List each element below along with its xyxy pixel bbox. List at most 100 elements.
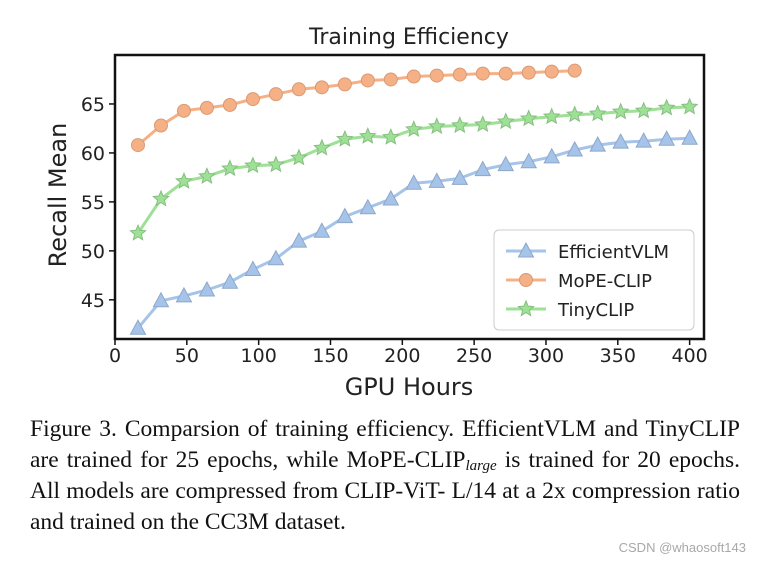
data-point-tinyclip <box>611 102 630 120</box>
x-tick-label: 300 <box>528 345 564 367</box>
watermark: CSDN @whaosoft143 <box>618 540 746 555</box>
series-efficientvlm <box>129 129 698 335</box>
legend-entry-efficientvlm: EfficientVLM <box>506 241 669 263</box>
data-point-tinyclip <box>542 107 561 125</box>
data-point-tinyclip <box>519 109 538 127</box>
caption-line-2-end: is <box>496 447 521 473</box>
data-point-efficientvlm <box>566 140 584 157</box>
series-mope-clip <box>130 63 582 153</box>
data-point-tinyclip <box>496 112 515 130</box>
data-point-mope-clip <box>222 97 237 112</box>
x-tick-label: 400 <box>672 345 708 367</box>
data-point-tinyclip <box>175 172 193 189</box>
legend-marker <box>517 299 535 317</box>
data-point-tinyclip <box>290 148 308 166</box>
data-point-efficientvlm <box>520 152 538 169</box>
data-point-efficientvlm <box>244 260 262 276</box>
data-point-efficientvlm <box>543 147 561 164</box>
data-point-tinyclip <box>152 189 170 207</box>
data-point-tinyclip <box>680 97 699 115</box>
data-point-mope-clip <box>429 68 444 83</box>
data-point-tinyclip <box>244 156 262 174</box>
data-point-mope-clip <box>475 66 490 81</box>
y-tick-label: 60 <box>81 143 105 165</box>
data-point-efficientvlm <box>221 273 239 289</box>
data-point-tinyclip <box>588 104 607 122</box>
legend-label: MoPE-CLIP <box>558 271 652 292</box>
data-point-tinyclip <box>381 128 400 145</box>
data-point-mope-clip <box>130 138 145 153</box>
data-point-mope-clip <box>199 100 214 115</box>
legend-marker <box>519 273 533 287</box>
data-point-efficientvlm <box>382 189 400 206</box>
legend-entry-tinyclip: TinyCLIP <box>506 299 634 321</box>
legend-marker <box>517 241 535 258</box>
data-point-tinyclip <box>198 167 216 184</box>
legend-label: TinyCLIP <box>557 300 634 321</box>
data-point-tinyclip <box>634 101 653 119</box>
x-tick-label: 350 <box>600 345 636 367</box>
data-point-efficientvlm <box>635 132 652 148</box>
data-point-efficientvlm <box>497 155 515 172</box>
chart-title: Training Efficiency <box>308 25 509 50</box>
legend: EfficientVLM MoPE-CLIP TinyCLIP <box>493 229 695 331</box>
training-efficiency-chart: Training Efficiency 0 50 100 150 200 250 300 35… <box>44 25 708 401</box>
legend-entry-mope-clip: MoPE-CLIP <box>506 271 652 292</box>
data-point-efficientvlm <box>290 232 308 248</box>
data-point-tinyclip <box>565 105 584 123</box>
data-point-efficientvlm <box>451 169 469 185</box>
x-tick-label: 50 <box>175 345 199 367</box>
legend-label: EfficientVLM <box>558 242 669 263</box>
x-tick-label: 200 <box>384 345 420 367</box>
data-point-efficientvlm <box>313 222 331 238</box>
x-tick-label: 250 <box>456 345 492 367</box>
data-point-mope-clip <box>337 77 352 92</box>
data-point-mope-clip <box>406 69 421 84</box>
data-point-efficientvlm <box>152 291 170 308</box>
data-point-efficientvlm <box>589 136 607 152</box>
data-point-tinyclip <box>358 127 377 144</box>
data-point-efficientvlm <box>198 280 216 297</box>
data-point-mope-clip <box>452 67 467 82</box>
data-point-mope-clip <box>521 65 536 80</box>
data-point-efficientvlm <box>175 286 193 303</box>
y-tick-label: 45 <box>81 290 105 312</box>
data-point-efficientvlm <box>405 174 423 190</box>
x-tick-label: 150 <box>312 345 348 367</box>
data-point-mope-clip <box>498 66 513 81</box>
plot-frame <box>113 53 706 341</box>
data-point-tinyclip <box>450 116 469 134</box>
data-point-tinyclip <box>473 115 492 133</box>
data-point-tinyclip <box>313 138 331 156</box>
data-point-tinyclip <box>335 129 354 147</box>
data-point-mope-clip <box>360 73 375 88</box>
data-point-efficientvlm <box>336 207 354 224</box>
caption-line-2-start: TinyCLIP are trained for 25 epochs, whil… <box>30 416 740 473</box>
data-point-mope-clip <box>268 87 283 102</box>
data-point-tinyclip <box>221 159 239 177</box>
y-tick-label: 65 <box>81 94 105 116</box>
x-tick-label: 100 <box>241 345 277 367</box>
data-point-tinyclip <box>657 98 676 116</box>
y-tick-label: 50 <box>81 241 105 263</box>
data-point-efficientvlm <box>658 130 675 146</box>
data-point-mope-clip <box>245 92 260 107</box>
data-point-efficientvlm <box>428 172 446 188</box>
data-point-efficientvlm <box>612 133 630 149</box>
data-point-efficientvlm <box>474 160 492 177</box>
data-point-mope-clip <box>544 64 559 79</box>
data-point-efficientvlm <box>129 319 147 335</box>
data-point-efficientvlm <box>681 129 698 145</box>
data-point-tinyclip <box>404 120 423 137</box>
y-axis-label: Recall Mean <box>44 123 72 268</box>
legend-box <box>493 229 695 331</box>
caption-line-3: trained for 20 epochs. All models are co… <box>30 447 740 504</box>
y-tick-label: 55 <box>81 192 105 214</box>
caption-line-4: L/14 at a 2x compression ratio and train… <box>30 478 741 535</box>
caption-line-1: Figure 3. Comparsion of training efficie… <box>30 416 638 442</box>
x-axis-label: GPU Hours <box>345 373 474 401</box>
x-tick-label: 0 <box>109 345 121 367</box>
series-tinyclip <box>129 97 699 241</box>
data-point-tinyclip <box>427 117 446 135</box>
caption-subscript: large <box>465 458 497 474</box>
